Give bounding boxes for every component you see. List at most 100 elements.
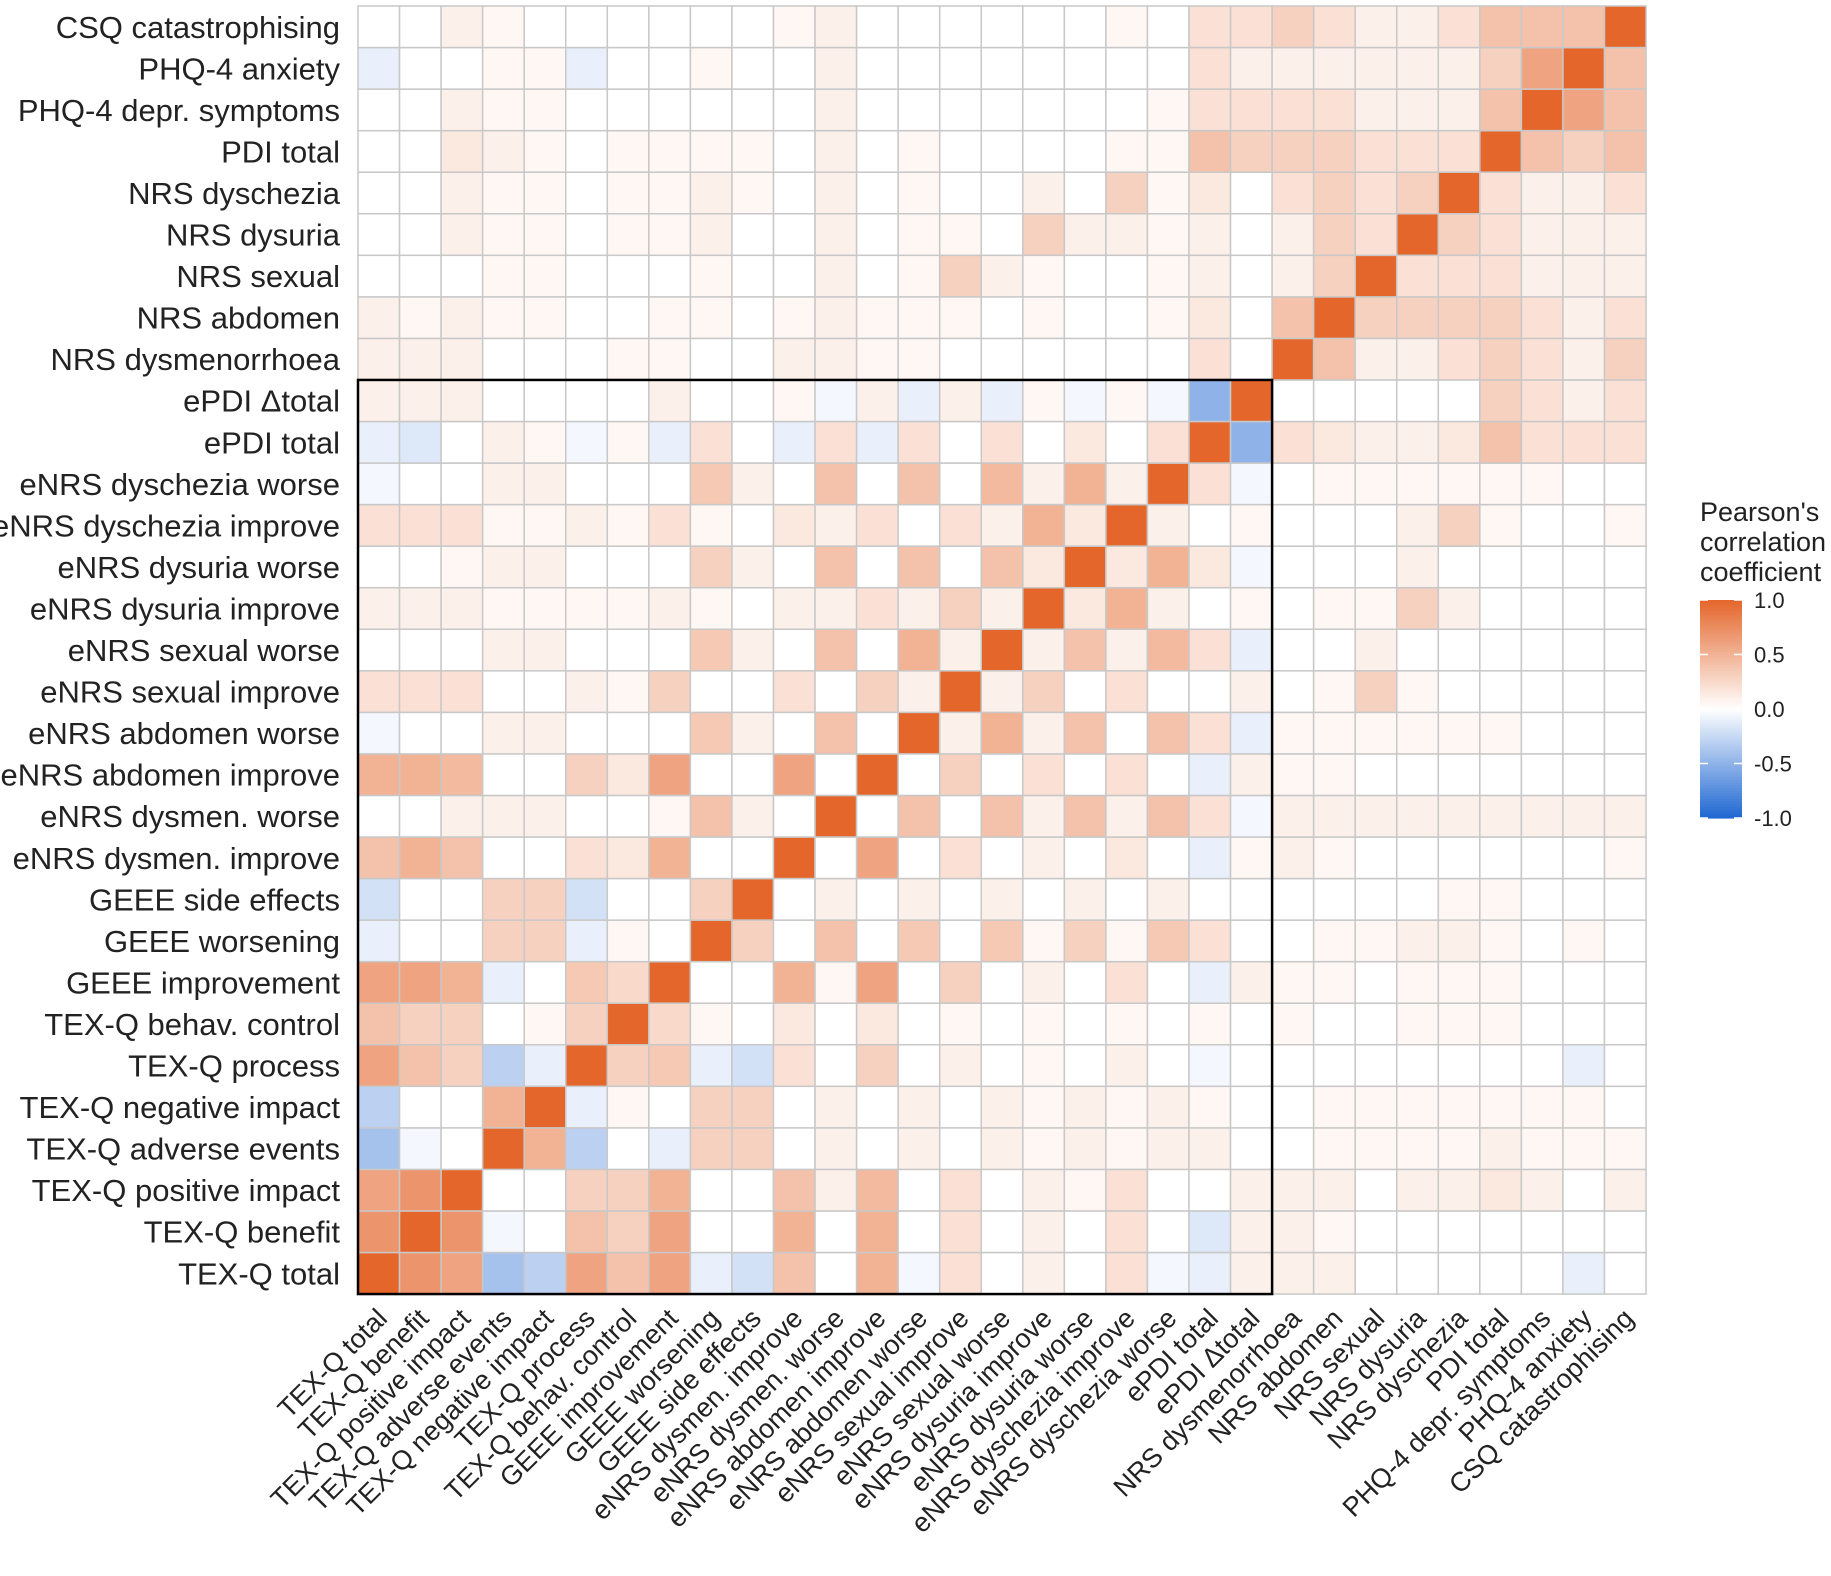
heatmap-cell: [1354, 628, 1398, 672]
heatmap-cell: [1229, 1085, 1273, 1129]
heatmap-cell: [398, 420, 442, 464]
heatmap-cell: [1562, 46, 1606, 90]
heatmap-cell: [1354, 462, 1398, 506]
heatmap-cell: [1354, 420, 1398, 464]
y-label-tex-q-total: TEX-Q total: [178, 1256, 340, 1291]
legend-gradient-step: [1700, 662, 1742, 666]
heatmap-cell: [481, 877, 525, 921]
heatmap-cell: [1562, 503, 1606, 547]
heatmap-cell: [814, 213, 858, 257]
heatmap-cell: [523, 1210, 567, 1254]
heatmap-cell: [1562, 5, 1606, 49]
heatmap-cell: [357, 337, 401, 381]
heatmap-cell: [731, 337, 775, 381]
heatmap-cell: [938, 753, 983, 797]
heatmap-cell: [565, 171, 609, 215]
legend-gradient-step: [1700, 717, 1742, 721]
heatmap-cell: [1271, 877, 1315, 921]
heatmap-cell: [606, 420, 650, 464]
heatmap-cell: [1105, 503, 1149, 547]
legend-gradient-step: [1700, 635, 1742, 639]
heatmap-cell: [772, 171, 816, 215]
legend-gradient-step: [1700, 600, 1742, 604]
heatmap-cell: [897, 503, 941, 547]
heatmap-cell: [897, 960, 941, 1004]
heatmap-cell: [606, 794, 650, 838]
heatmap-cell: [357, 1168, 401, 1212]
heatmap-cell: [606, 296, 650, 340]
heatmap-cell: [357, 46, 401, 90]
heatmap-cell: [1105, 171, 1149, 215]
heatmap-cell: [1562, 586, 1606, 631]
heatmap-cell: [357, 296, 401, 340]
heatmap-cell: [1105, 379, 1149, 423]
heatmap-cell: [357, 379, 401, 423]
heatmap-cell: [1229, 586, 1273, 631]
heatmap-cell: [1603, 503, 1647, 547]
heatmap-cell: [689, 46, 733, 90]
heatmap-cell: [1063, 628, 1107, 672]
heatmap-cell: [1063, 960, 1107, 1004]
heatmap-cell: [1063, 1251, 1107, 1295]
heatmap-cell: [398, 1127, 442, 1171]
heatmap-cell: [606, 213, 650, 257]
legend-gradient-step: [1700, 719, 1742, 724]
heatmap-cell: [1603, 1044, 1647, 1088]
heatmap-cell: [1562, 711, 1606, 755]
heatmap-cell: [648, 171, 692, 215]
heatmap-cell: [398, 503, 442, 547]
heatmap-cell: [1063, 919, 1107, 963]
heatmap-cell: [1562, 670, 1606, 714]
heatmap-cell: [523, 462, 567, 506]
heatmap-cell: [1354, 46, 1398, 90]
heatmap-cell: [1271, 213, 1315, 257]
heatmap-cell: [1271, 628, 1315, 672]
legend-gradient-step: [1700, 741, 1742, 746]
heatmap-cell: [938, 1085, 983, 1129]
heatmap-cell: [1437, 586, 1481, 631]
heatmap-cell: [1603, 586, 1647, 631]
heatmap-cell: [980, 1251, 1024, 1295]
heatmap-cell: [523, 877, 567, 921]
heatmap-cell: [1022, 1210, 1066, 1254]
heatmap-cell: [1022, 462, 1066, 506]
y-label-enrs-dysuria-worse: eNRS dysuria worse: [57, 550, 340, 585]
legend-gradient-step: [1700, 700, 1742, 705]
heatmap-cell: [1312, 254, 1356, 298]
heatmap-cell: [938, 1210, 983, 1254]
heatmap-cell: [523, 337, 567, 381]
heatmap-cell: [1603, 171, 1647, 215]
heatmap-cell: [897, 586, 941, 631]
heatmap-cell: [648, 1168, 692, 1212]
heatmap-cell: [1354, 1127, 1398, 1171]
heatmap-cell: [980, 213, 1024, 257]
heatmap-cell: [1396, 296, 1440, 340]
heatmap-cell: [897, 545, 941, 589]
heatmap-cell: [855, 877, 899, 921]
y-label-enrs-abdomen-worse: eNRS abdomen worse: [28, 716, 340, 751]
heatmap-cell: [398, 171, 442, 215]
heatmap-cell: [1105, 919, 1149, 963]
heatmap-cell: [1354, 960, 1398, 1004]
y-label-enrs-dysuria-improve: eNRS dysuria improve: [30, 591, 340, 626]
heatmap-cell: [1229, 503, 1273, 547]
heatmap-cell: [689, 1210, 733, 1254]
heatmap-cell: [1354, 379, 1398, 423]
heatmap-cell: [980, 1127, 1024, 1171]
heatmap-cell: [1437, 5, 1481, 49]
heatmap-cell: [606, 5, 650, 49]
heatmap-cell: [1437, 1002, 1481, 1046]
heatmap-cell: [731, 1044, 775, 1088]
heatmap-cell: [731, 254, 775, 298]
heatmap-cell: [897, 1210, 941, 1254]
heatmap-cell: [1479, 794, 1523, 838]
heatmap-cell: [1603, 545, 1647, 589]
heatmap-cell: [523, 794, 567, 838]
heatmap-cell: [1271, 753, 1315, 797]
legend-gradient-step: [1700, 749, 1742, 754]
heatmap-cell: [1105, 1127, 1149, 1171]
heatmap-cell: [1188, 670, 1232, 714]
heatmap-cell: [897, 1251, 941, 1295]
y-label-nrs-dysuria: NRS dysuria: [166, 218, 341, 253]
heatmap-cell: [523, 1085, 567, 1129]
